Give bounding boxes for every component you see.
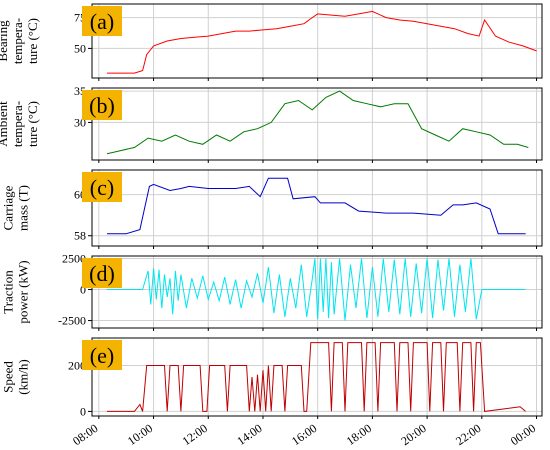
x-tick-label: 18:00 <box>344 421 374 448</box>
series-line-b <box>106 90 529 155</box>
panel-badge-label: (e) <box>90 343 114 368</box>
y-axis-label-line: Ambient <box>0 101 10 147</box>
plot-frame <box>91 87 543 161</box>
panel-badge <box>82 172 122 202</box>
panel-badge <box>82 258 122 288</box>
x-tick-label: 10:00 <box>125 421 155 448</box>
panel-badge-label: (b) <box>89 93 115 118</box>
panel-badge-label: (a) <box>90 9 114 34</box>
y-tick-label: 200 <box>68 359 86 373</box>
y-axis-label-line: tempera- <box>10 18 25 64</box>
y-axis-label-line: tempera- <box>10 101 25 147</box>
panel-badge-label: (d) <box>89 261 115 286</box>
x-tick-label: 14:00 <box>234 421 264 448</box>
y-axis-label-line: Speed <box>1 361 16 393</box>
series-line-e <box>107 342 526 412</box>
y-tick-label: 50 <box>74 41 86 55</box>
y-axis-label-line: Traction <box>1 270 16 314</box>
x-tick-label: 00:00 <box>508 421 538 448</box>
x-tick-label: 16:00 <box>289 421 319 448</box>
y-axis-label-line: ture (°C) <box>25 101 40 147</box>
panel-e: 0 200 (e) Speed (km/h) <box>1 337 543 419</box>
x-tick-label: 20:00 <box>398 421 428 448</box>
plot-frame <box>91 169 543 247</box>
series-line-a <box>107 10 537 74</box>
y-tick-label: -2500 <box>58 314 86 328</box>
y-axis-label-line: ture (°C) <box>25 18 40 64</box>
panel-badge <box>82 340 122 370</box>
panel-badge-label: (c) <box>90 175 114 200</box>
series-line-d <box>107 258 526 321</box>
x-tick-label: 08:00 <box>70 421 100 448</box>
panel-d: -2500 0 2500(d) Traction power (kW) <box>1 251 543 331</box>
y-axis-label-line: power (kW) <box>16 260 31 323</box>
x-tick-label: 22:00 <box>453 421 483 448</box>
series-line-c <box>107 177 526 235</box>
y-axis-label-line: Carriage <box>1 185 16 230</box>
y-axis-label-line: Bearing <box>0 20 10 62</box>
plot-frame <box>91 3 543 79</box>
y-axis-label-line: (km/h) <box>16 359 31 394</box>
y-tick-label: 58 <box>74 229 86 243</box>
panel-badge <box>82 90 122 120</box>
y-axis-label-line: mass (T) <box>16 185 31 231</box>
plot-frame <box>91 255 543 329</box>
y-tick-label: 0 <box>80 404 86 418</box>
panel-badge <box>82 6 122 36</box>
y-tick-label: 2500 <box>62 251 86 265</box>
x-tick-label: 12:00 <box>180 421 210 448</box>
plot-frame <box>91 337 543 417</box>
y-tick-label: 0 <box>80 283 86 297</box>
